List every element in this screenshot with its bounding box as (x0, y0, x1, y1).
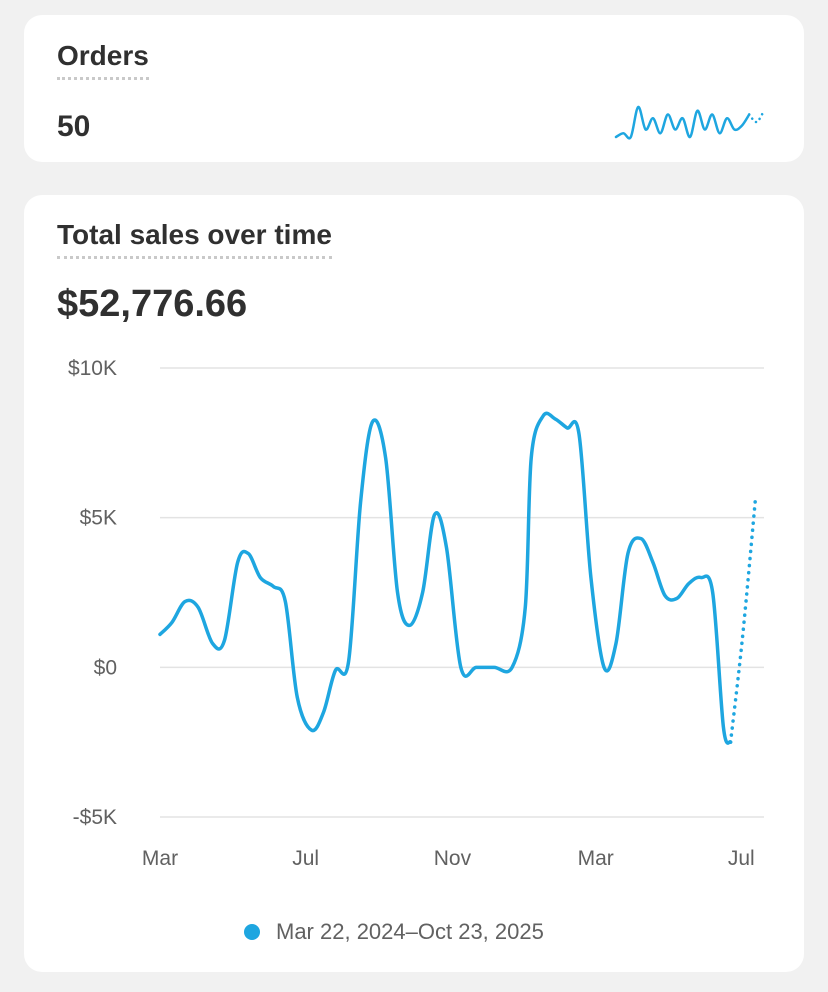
legend-dot (244, 924, 260, 940)
sparkline-line (614, 105, 751, 140)
x-tick-label: Nov (434, 847, 472, 870)
y-tick-label: -$5K (73, 806, 117, 829)
sparkline-projection (747, 109, 766, 124)
x-tick-label: Mar (578, 847, 614, 870)
x-tick-label: Jul (728, 847, 755, 870)
sales-title[interactable]: Total sales over time (57, 219, 332, 259)
projection-line[interactable] (728, 494, 758, 744)
orders-value: 50 (57, 110, 91, 143)
orders-sparkline (614, 105, 766, 140)
sales-chart: $10K $5K $0 -$5K Mar Jul Nov Mar Jul (68, 357, 764, 870)
sales-card: Total sales over time $52,776.66 $10K $5K… (24, 195, 804, 972)
x-tick-label: Jul (292, 847, 319, 870)
sales-value: $52,776.66 (57, 283, 248, 325)
y-tick-label: $10K (68, 357, 117, 380)
y-tick-label: $0 (94, 656, 117, 679)
orders-title[interactable]: Orders (57, 40, 149, 80)
y-tick-label: $5K (80, 507, 117, 530)
chart-legend: Mar 22, 2024–Oct 23, 2025 (244, 919, 544, 945)
legend-label: Mar 22, 2024–Oct 23, 2025 (276, 919, 544, 944)
orders-card: Orders 50 (24, 15, 804, 162)
sales-line[interactable] (158, 411, 733, 745)
x-tick-label: Mar (142, 847, 178, 870)
